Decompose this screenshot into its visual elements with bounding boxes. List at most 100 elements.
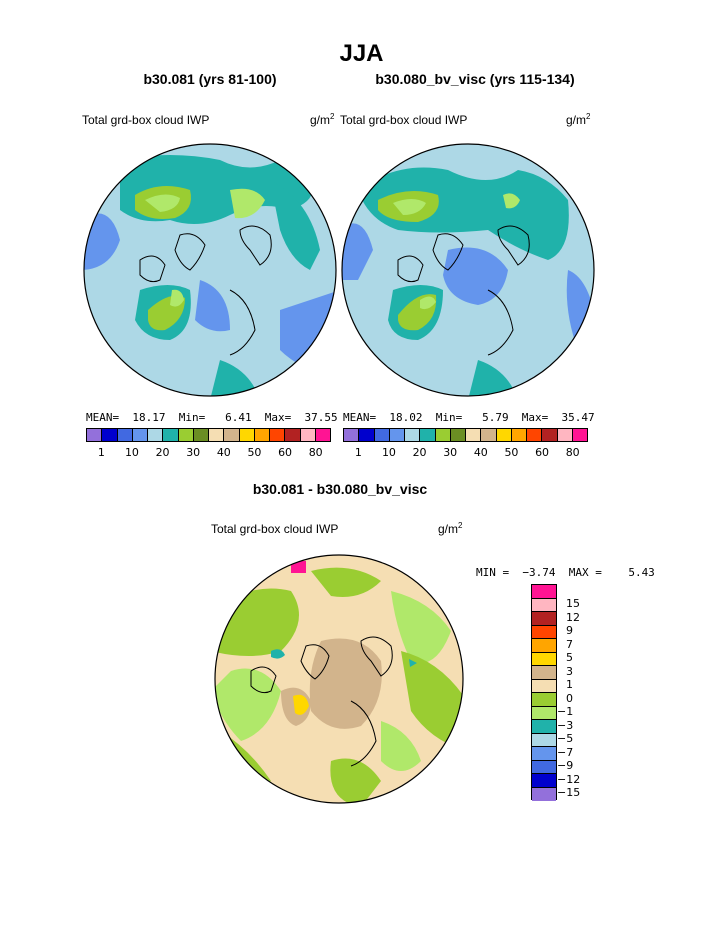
panel2-stats: MEAN= 18.02 Min= 5.79 Max= 35.47 [343,411,595,424]
diff-field-label: Total grd-box cloud IWP [211,522,339,536]
colorbar-tick-label: −1 [557,705,574,718]
colorbar-swatch [193,429,209,441]
colorbar-swatch [148,429,164,441]
colorbar-tick-label: 5 [566,651,573,664]
colorbar-tick-label: −9 [557,759,574,772]
colorbar-swatch [532,760,556,774]
colorbar-swatch [532,679,556,693]
colorbar-swatch [511,429,527,441]
colorbar-swatch [270,429,286,441]
colorbar-swatch [527,429,543,441]
colorbar-swatch [532,585,556,599]
colorbar-swatch [209,429,225,441]
diff-units: g/m2 [438,521,463,536]
colorbar-swatch [405,429,421,441]
colorbar-tick-label: 7 [566,637,573,651]
colorbar-swatch [420,429,436,441]
colorbar-swatch [557,429,573,441]
diff-subtitle: b30.081 - b30.080_bv_visc [252,481,428,497]
colorbar-swatch [117,429,133,441]
colorbar-tick-label: −3 [557,718,574,732]
colorbar-tick-label: 15 [566,597,580,610]
colorbar-swatch [315,429,330,441]
colorbar-tick-label: 1 [566,678,573,691]
colorbar-swatch [285,429,301,441]
colorbar-tick-label: 10 [124,446,139,459]
colorbar-tick-label: 60 [278,446,293,459]
colorbar-swatch [532,652,556,666]
colorbar-swatch [532,598,556,612]
colorbar-swatch [300,429,316,441]
colorbar-tick-label: 40 [473,446,488,459]
colorbar-swatch [532,774,556,788]
colorbar-tick-label: −15 [557,786,581,799]
colorbar-tick-label: 40 [216,446,231,459]
colorbar-swatch [178,429,194,441]
colorbar-tick-label: 30 [186,446,201,459]
colorbar-swatch [532,693,556,707]
colorbar-panel2-labels: 1 10 20 30 40 50 60 80 [343,446,588,460]
colorbar-swatch [163,429,179,441]
colorbar-tick-label: 20 [155,446,170,459]
colorbar-tick-label: 12 [566,610,580,624]
colorbar-tick-label: 1 [97,446,105,459]
colorbar-swatch [532,639,556,653]
colorbar-diff-labels: 15 12 9 7 5 3 1 0 −1 −3 −5 −7 −9 −12 −15 [557,597,603,800]
colorbar-panel1-labels: 1 10 20 30 40 50 60 80 [86,446,331,460]
colorbar-tick-label: 80 [308,446,323,459]
colorbar-swatch [532,706,556,720]
colorbar-swatch [344,429,360,441]
panel2-field-label: Total grd-box cloud IWP [340,113,468,127]
panel2-units: g/m2 [566,112,591,127]
colorbar-swatch [532,733,556,747]
colorbar-swatch [532,747,556,761]
colorbar-tick-label: 9 [566,624,573,637]
colorbar-swatch [132,429,148,441]
polar-map-diff [214,554,464,804]
colorbar-swatch [435,429,451,441]
panel2-subtitle: b30.080_bv_visc (yrs 115-134) [375,71,575,87]
colorbar-swatch [374,429,390,441]
colorbar-tick-label: 50 [504,446,519,459]
colorbar-swatch [542,429,558,441]
colorbar-tick-label: 20 [412,446,427,459]
colorbar-diff [531,584,557,801]
colorbar-panel2 [343,428,588,442]
colorbar-swatch [224,429,240,441]
colorbar-swatch [496,429,512,441]
colorbar-tick-label: 10 [381,446,396,459]
colorbar-tick-label: −5 [557,732,574,745]
colorbar-tick-label: 60 [535,446,550,459]
panel1-subtitle: b30.081 (yrs 81-100) [143,71,277,87]
colorbar-swatch [450,429,466,441]
colorbar-tick-label: 1 [354,446,362,459]
colorbar-panel1 [86,428,331,442]
polar-map-2 [341,143,595,397]
colorbar-tick-label: 50 [247,446,262,459]
colorbar-tick-label: 80 [565,446,580,459]
colorbar-swatch [532,787,556,801]
diff-minmax: MIN = −3.74 MAX = 5.43 [476,566,655,579]
colorbar-swatch [87,429,103,441]
colorbar-swatch [532,666,556,680]
colorbar-swatch [572,429,587,441]
panel1-units: g/m2 [310,112,335,127]
colorbar-swatch [481,429,497,441]
colorbar-tick-label: 30 [443,446,458,459]
panel1-field-label: Total grd-box cloud IWP [82,113,210,127]
colorbar-swatch [389,429,405,441]
colorbar-tick-label: 0 [566,691,573,705]
main-title: JJA [339,40,384,67]
colorbar-tick-label: 3 [566,664,573,678]
polar-map-1 [83,143,337,397]
colorbar-swatch [532,625,556,639]
colorbar-swatch [532,720,556,734]
colorbar-swatch [239,429,255,441]
colorbar-tick-label: −7 [557,745,574,759]
panel1-stats: MEAN= 18.17 Min= 6.41 Max= 37.55 [86,411,338,424]
colorbar-swatch [102,429,118,441]
colorbar-swatch [254,429,270,441]
colorbar-swatch [466,429,482,441]
colorbar-swatch [532,612,556,626]
colorbar-tick-label: −12 [557,772,581,786]
